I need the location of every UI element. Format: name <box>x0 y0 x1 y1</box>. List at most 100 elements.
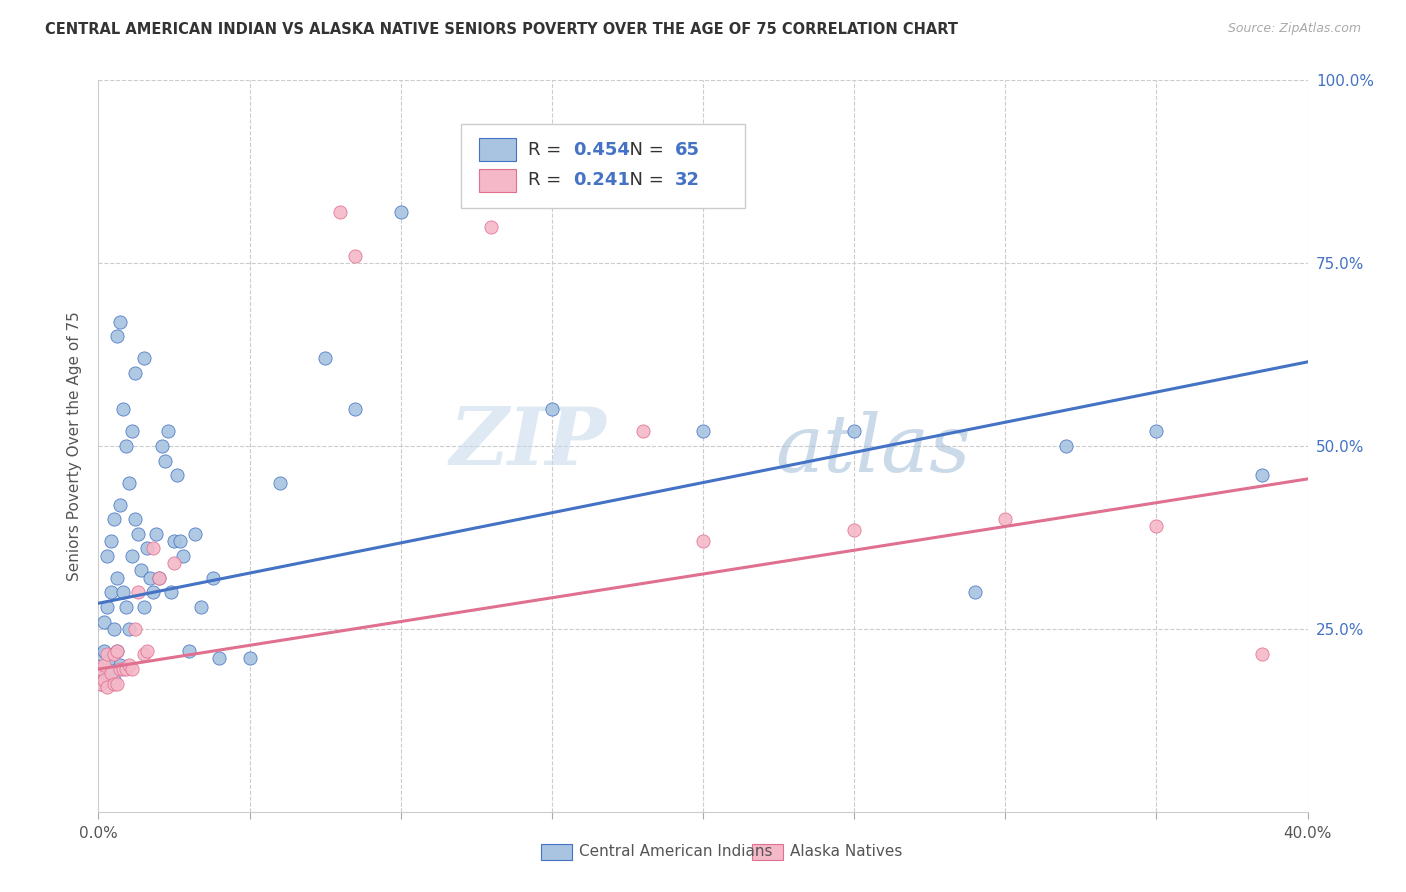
Point <box>148 571 170 585</box>
Point <box>540 402 562 417</box>
Point <box>965 585 987 599</box>
Point <box>103 648 125 662</box>
Point <box>96 681 118 695</box>
Point <box>1144 519 1167 533</box>
Point <box>103 676 125 690</box>
Text: 0.241: 0.241 <box>574 171 630 189</box>
Point <box>103 512 125 526</box>
Point <box>103 673 125 687</box>
Point <box>93 658 115 673</box>
Point <box>344 249 367 263</box>
Text: ZIP: ZIP <box>450 403 606 481</box>
Point <box>160 585 183 599</box>
Point <box>90 648 112 662</box>
Point <box>124 622 146 636</box>
Point <box>142 585 165 599</box>
Point <box>166 468 188 483</box>
Point <box>202 571 225 585</box>
Point <box>1251 648 1274 662</box>
Point <box>127 526 149 541</box>
Text: R =: R = <box>527 171 567 189</box>
Point <box>100 585 122 599</box>
Point <box>100 665 122 680</box>
Point <box>156 425 179 439</box>
Text: R =: R = <box>527 141 567 159</box>
Point <box>163 556 186 570</box>
Text: Alaska Natives: Alaska Natives <box>790 845 903 859</box>
Point <box>127 585 149 599</box>
Point <box>90 662 112 676</box>
Point <box>105 644 128 658</box>
Text: 0.454: 0.454 <box>574 141 630 159</box>
Point <box>96 549 118 563</box>
Point <box>105 644 128 658</box>
Point <box>93 615 115 629</box>
Point <box>994 512 1017 526</box>
Point <box>142 541 165 556</box>
Point <box>135 644 157 658</box>
Text: N =: N = <box>619 141 669 159</box>
Point <box>184 526 207 541</box>
Point <box>129 563 152 577</box>
Point <box>163 534 186 549</box>
Point <box>208 651 231 665</box>
Point <box>124 512 146 526</box>
Text: atlas: atlas <box>776 411 972 489</box>
Point <box>145 526 167 541</box>
Point <box>344 402 367 417</box>
Point <box>135 541 157 556</box>
Point <box>124 366 146 380</box>
Point <box>108 662 131 676</box>
Point <box>692 425 714 439</box>
Text: CENTRAL AMERICAN INDIAN VS ALASKA NATIVE SENIORS POVERTY OVER THE AGE OF 75 CORR: CENTRAL AMERICAN INDIAN VS ALASKA NATIVE… <box>45 22 957 37</box>
Point <box>121 549 143 563</box>
Point <box>96 665 118 680</box>
Point <box>631 425 654 439</box>
Point <box>118 622 141 636</box>
Point <box>96 648 118 662</box>
Point <box>269 475 291 490</box>
Point <box>100 651 122 665</box>
Point <box>111 585 134 599</box>
Point <box>108 315 131 329</box>
Text: Source: ZipAtlas.com: Source: ZipAtlas.com <box>1227 22 1361 36</box>
Point <box>96 599 118 614</box>
Text: 32: 32 <box>675 171 700 189</box>
Point <box>389 205 412 219</box>
Point <box>105 676 128 690</box>
Point <box>118 658 141 673</box>
Point <box>90 662 112 676</box>
Point <box>239 651 262 665</box>
Point <box>481 219 503 234</box>
Point <box>114 599 136 614</box>
Point <box>114 439 136 453</box>
Point <box>139 571 162 585</box>
Point <box>111 662 134 676</box>
Text: N =: N = <box>619 171 669 189</box>
Point <box>1054 439 1077 453</box>
Y-axis label: Seniors Poverty Over the Age of 75: Seniors Poverty Over the Age of 75 <box>67 311 83 581</box>
Point <box>121 662 143 676</box>
Point <box>93 673 115 687</box>
Point <box>148 571 170 585</box>
Point <box>93 673 115 687</box>
Point <box>314 351 336 366</box>
Point <box>114 662 136 676</box>
Bar <box>479 169 516 192</box>
Point <box>153 453 176 467</box>
Point <box>118 475 141 490</box>
Point <box>692 534 714 549</box>
FancyBboxPatch shape <box>461 124 745 208</box>
Point <box>190 599 212 614</box>
Point <box>90 676 112 690</box>
Point <box>844 523 866 537</box>
Point <box>132 599 155 614</box>
Point <box>179 644 201 658</box>
Point <box>844 425 866 439</box>
Point <box>108 498 131 512</box>
Point <box>172 549 194 563</box>
Point <box>132 351 155 366</box>
Point <box>111 402 134 417</box>
Point <box>329 205 352 219</box>
Text: Central American Indians: Central American Indians <box>579 845 773 859</box>
